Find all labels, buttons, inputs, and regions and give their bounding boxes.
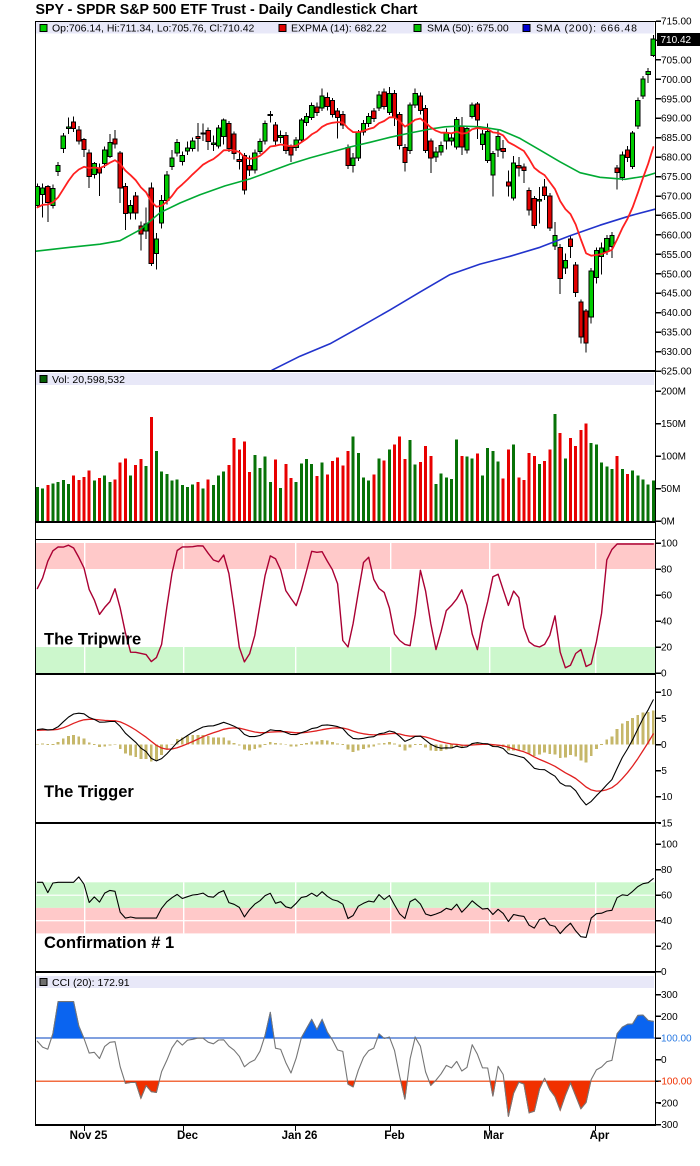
svg-text:SMA (50): 675.00: SMA (50): 675.00 [427,23,509,35]
svg-text:-200: -200 [658,1098,678,1109]
svg-text:200: 200 [661,1012,678,1023]
svg-text:10: 10 [661,688,673,699]
svg-text:0: 0 [661,967,667,978]
svg-text:100.00: 100.00 [661,1034,692,1045]
svg-text:20: 20 [661,942,673,953]
svg-text:635.00: 635.00 [661,328,692,339]
svg-text:80: 80 [661,565,673,576]
svg-text:-5: -5 [658,766,667,777]
svg-text:695.00: 695.00 [661,94,692,105]
svg-text:150M: 150M [661,419,686,430]
svg-text:-300: -300 [658,1120,678,1131]
svg-text:The Tripwire: The Tripwire [44,631,141,649]
svg-text:40: 40 [661,617,673,628]
svg-text:SPY - SPDR S&P 500 ETF Trust -: SPY - SPDR S&P 500 ETF Trust - Daily Can… [36,2,418,18]
svg-text:SMA (200): 666.48: SMA (200): 666.48 [536,23,637,35]
svg-text:690.00: 690.00 [661,114,692,125]
svg-text:665.00: 665.00 [661,211,692,222]
svg-text:650.00: 650.00 [661,269,692,280]
svg-text:-10: -10 [658,792,673,803]
svg-text:300: 300 [661,990,678,1001]
svg-text:Feb: Feb [384,1130,404,1142]
svg-text:Confirmation # 1: Confirmation # 1 [44,934,174,952]
svg-text:640.00: 640.00 [661,308,692,319]
svg-text:40: 40 [661,916,673,927]
svg-text:100: 100 [661,840,678,851]
svg-text:0: 0 [661,740,667,751]
svg-text:EXPMA (14): 682.22: EXPMA (14): 682.22 [291,23,387,35]
svg-text:Mar: Mar [483,1130,504,1142]
svg-text:20: 20 [661,643,673,654]
svg-text:0M: 0M [661,517,675,528]
svg-text:Nov 25: Nov 25 [70,1130,108,1142]
svg-text:670.00: 670.00 [661,192,692,203]
svg-text:Jan 26: Jan 26 [282,1130,318,1142]
svg-text:0: 0 [661,1055,667,1066]
svg-text:660.00: 660.00 [661,230,692,241]
svg-text:710.42: 710.42 [661,35,692,46]
svg-text:625.00: 625.00 [661,367,692,378]
svg-text:200M: 200M [661,387,686,398]
svg-text:100: 100 [661,539,678,550]
svg-text:655.00: 655.00 [661,250,692,261]
svg-text:680.00: 680.00 [661,153,692,164]
svg-text:675.00: 675.00 [661,172,692,183]
svg-text:645.00: 645.00 [661,289,692,300]
svg-text:60: 60 [661,891,673,902]
svg-text:80: 80 [661,865,673,876]
svg-text:100M: 100M [661,452,686,463]
svg-text:630.00: 630.00 [661,347,692,358]
svg-text:50M: 50M [661,484,680,495]
svg-text:Apr: Apr [590,1130,610,1142]
svg-text:715.00: 715.00 [661,17,692,28]
svg-text:Vol: 20,598,532: Vol: 20,598,532 [52,374,125,386]
svg-text:Dec: Dec [177,1130,199,1142]
svg-text:Op:706.14, Hi:711.34, Lo:705.7: Op:706.14, Hi:711.34, Lo:705.76, Cl:710.… [52,23,255,35]
svg-text:-15: -15 [658,818,673,829]
svg-text:0: 0 [661,669,667,680]
svg-text:-100.00: -100.00 [658,1077,692,1088]
svg-text:685.00: 685.00 [661,133,692,144]
svg-text:5: 5 [661,714,667,725]
svg-text:700.00: 700.00 [661,75,692,86]
svg-text:60: 60 [661,591,673,602]
svg-text:The Trigger: The Trigger [44,783,134,801]
svg-text:705.00: 705.00 [661,55,692,66]
svg-text:CCI (20): 172.91: CCI (20): 172.91 [52,977,130,989]
